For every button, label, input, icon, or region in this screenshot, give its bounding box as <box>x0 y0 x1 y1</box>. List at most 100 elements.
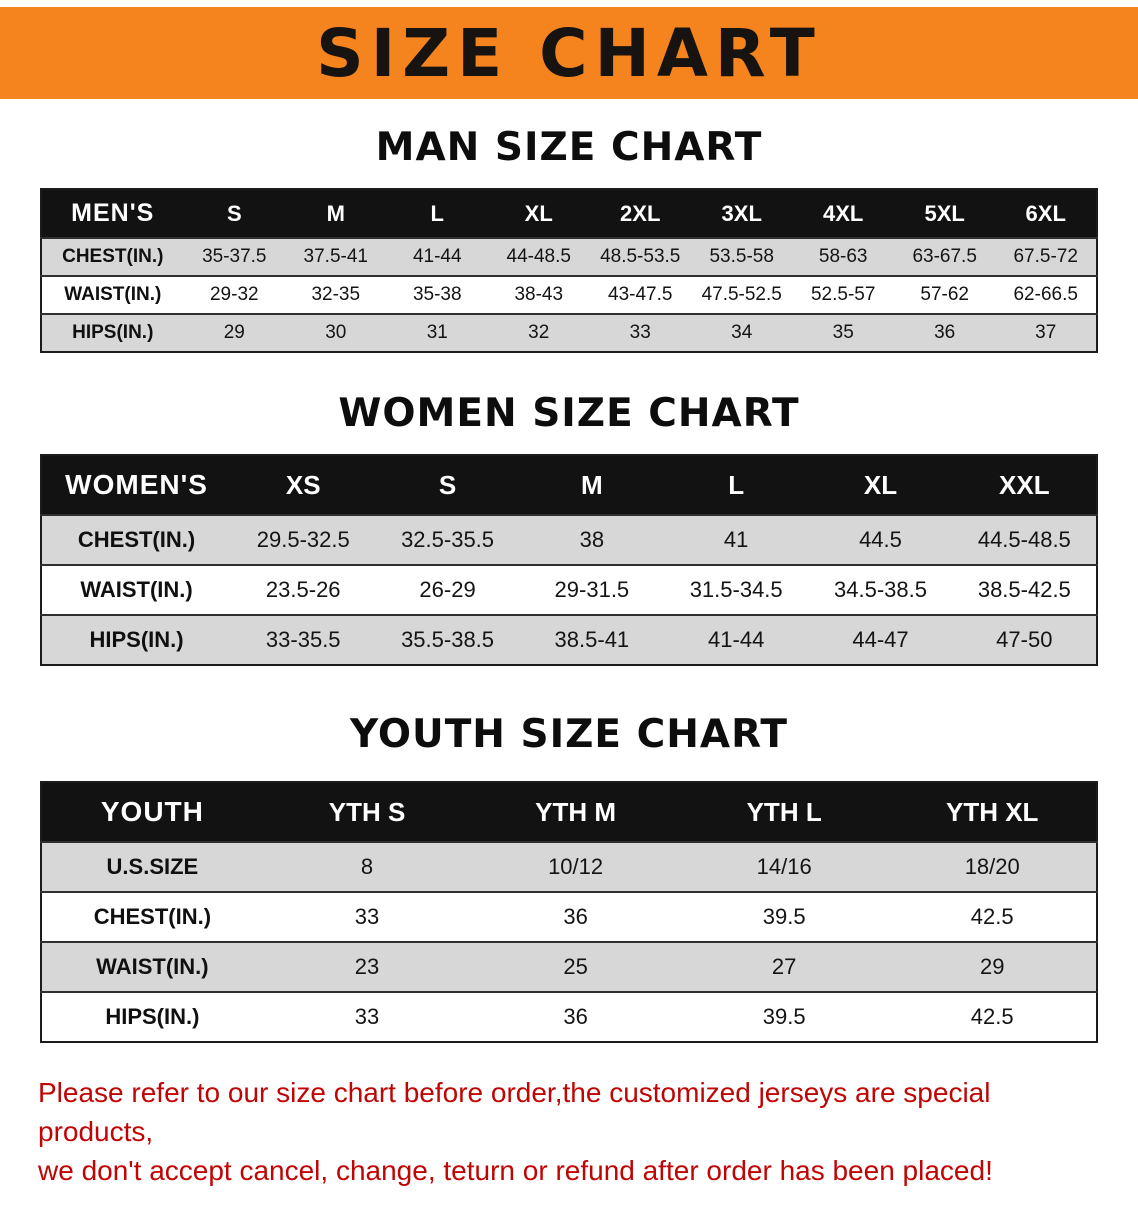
size-value-cell: 44.5 <box>859 527 902 552</box>
size-column-header: L <box>664 455 809 515</box>
size-value-cell: 41-44 <box>708 627 765 652</box>
size-value-cell: 67.5-72 <box>1013 246 1078 267</box>
size-value-cell: 29 <box>223 322 245 343</box>
size-value-cell: 39.5 <box>762 1004 806 1029</box>
size-column-header: YTH L <box>679 782 889 842</box>
size-value-cell: 34 <box>731 322 753 343</box>
row-label-cell: U.S.SIZE <box>106 854 199 879</box>
size-value-cell: 38-43 <box>514 284 564 305</box>
table-row: HIPS(IN.) 33 36 39.5 42.5 <box>41 992 1097 1042</box>
size-column-header: YTH XL <box>888 782 1097 842</box>
size-value-cell: 27 <box>771 954 797 979</box>
size-value-cell: 29-32 <box>209 284 259 305</box>
table-row: WAIST(IN.) 29-32 32-35 35-38 38-43 43-47.5 47.… <box>41 276 1097 314</box>
size-value-cell: 43-47.5 <box>608 284 673 305</box>
women-size-table: WOMEN'S XS S M L XL XXL CHEST(IN.) 29.5-32.5 32.5… <box>40 454 1098 666</box>
size-value-cell: 36 <box>563 1004 588 1029</box>
row-label-cell: HIPS(IN.) <box>89 627 184 652</box>
size-value-cell: 30 <box>325 322 347 343</box>
men-heading: MAN SIZE CHART <box>375 125 763 170</box>
size-column-header: M <box>519 455 665 515</box>
size-value-cell: 14/16 <box>756 854 812 879</box>
size-column-header: YTH S <box>262 782 472 842</box>
size-value-cell: 32 <box>528 322 550 343</box>
size-value-cell: 32-35 <box>311 284 361 305</box>
size-value-cell: 38 <box>579 527 605 552</box>
size-value-cell: 29.5-32.5 <box>256 527 350 552</box>
banner-title: SIZE CHART <box>316 14 822 92</box>
size-value-cell: 48.5-53.5 <box>600 246 681 267</box>
size-value-cell: 63-67.5 <box>912 246 977 267</box>
row-label-cell: HIPS(IN.) <box>105 1004 200 1029</box>
row-label-cell: WAIST(IN.) <box>96 954 209 979</box>
size-value-cell: 41-44 <box>412 246 462 267</box>
size-value-cell: 33 <box>354 904 380 929</box>
size-value-cell: 41 <box>723 527 749 552</box>
size-value-cell: 44-47 <box>852 627 909 652</box>
size-column-header: 6XL <box>995 189 1097 238</box>
size-value-cell: 37.5-41 <box>303 246 368 267</box>
size-value-cell: 35 <box>832 322 854 343</box>
size-value-cell: 36 <box>563 904 588 929</box>
size-column-header: 3XL <box>690 189 793 238</box>
table-header-row: WOMEN'S XS S M L XL XXL <box>41 455 1097 515</box>
table-row: CHEST(IN.) 33 36 39.5 42.5 <box>41 892 1097 942</box>
women-heading: WOMEN SIZE CHART <box>338 391 800 436</box>
size-value-cell: 47-50 <box>996 627 1053 652</box>
row-label-cell: HIPS(IN.) <box>72 322 154 343</box>
size-value-cell: 53.5-58 <box>709 246 774 267</box>
table-row: HIPS(IN.) 33-35.5 35.5-38.5 38.5-41 41-44 44-… <box>41 615 1097 665</box>
size-column-header: 4XL <box>792 189 894 238</box>
row-label-cell: WAIST(IN.) <box>64 284 162 305</box>
size-column-header: S <box>183 189 286 238</box>
size-value-cell: 23 <box>354 954 380 979</box>
size-column-header: M <box>285 189 387 238</box>
size-value-cell: 8 <box>360 854 374 879</box>
size-column-header: 5XL <box>893 189 996 238</box>
table-row: CHEST(IN.) 35-37.5 37.5-41 41-44 44-48.5 48.5… <box>41 238 1097 276</box>
size-column-header: XS <box>231 455 376 515</box>
size-value-cell: 38.5-41 <box>554 627 630 652</box>
size-value-cell: 18/20 <box>964 854 1020 879</box>
size-value-cell: 33 <box>354 1004 380 1029</box>
table-header-row: YOUTH YTH S YTH M YTH L YTH XL <box>41 782 1097 842</box>
row-label-cell: CHEST(IN.) <box>93 904 212 929</box>
youth-size-table: YOUTH YTH S YTH M YTH L YTH XL U.S.SIZE 8 10/12… <box>40 781 1098 1043</box>
size-value-cell: 44.5-48.5 <box>977 527 1071 552</box>
disclaimer-line-1: Please refer to our size chart before or… <box>38 1077 991 1148</box>
size-value-cell: 39.5 <box>762 904 806 929</box>
table-row: U.S.SIZE 8 10/12 14/16 18/20 <box>41 842 1097 892</box>
size-value-cell: 62-66.5 <box>1013 284 1078 305</box>
size-chart-page: SIZE CHART MAN SIZE CHART MEN'S S M L XL 2XL 3… <box>0 7 1138 1205</box>
size-value-cell: 29-31.5 <box>554 577 630 602</box>
table-title-cell: MEN'S <box>41 189 184 238</box>
size-value-cell: 35-37.5 <box>202 246 267 267</box>
men-section: MAN SIZE CHART MEN'S S M L XL 2XL 3XL 4XL 5XL 6XL… <box>0 125 1138 353</box>
size-value-cell: 57-62 <box>920 284 969 305</box>
size-value-cell: 42.5 <box>970 904 1014 929</box>
size-value-cell: 34.5-38.5 <box>834 577 927 602</box>
table-title-cell: YOUTH <box>41 782 263 842</box>
row-label-cell: CHEST(IN.) <box>77 527 196 552</box>
size-column-header: XL <box>488 189 590 238</box>
size-value-cell: 25 <box>563 954 588 979</box>
size-value-cell: 31 <box>426 322 448 343</box>
row-label-cell: WAIST(IN.) <box>80 577 193 602</box>
size-value-cell: 38.5-42.5 <box>977 577 1071 602</box>
size-value-cell: 33 <box>629 322 651 343</box>
size-value-cell: 58-63 <box>818 246 868 267</box>
size-value-cell: 33-35.5 <box>265 627 341 652</box>
size-value-cell: 44-48.5 <box>506 246 571 267</box>
table-header-row: MEN'S S M L XL 2XL 3XL 4XL 5XL 6XL <box>41 189 1097 238</box>
table-title-cell: WOMEN'S <box>41 455 232 515</box>
size-column-header: XL <box>808 455 953 515</box>
size-value-cell: 23.5-26 <box>265 577 341 602</box>
banner: SIZE CHART <box>0 7 1138 99</box>
size-value-cell: 31.5-34.5 <box>689 577 783 602</box>
size-value-cell: 32.5-35.5 <box>401 527 495 552</box>
size-value-cell: 26-29 <box>419 577 476 602</box>
size-column-header: XXL <box>952 455 1097 515</box>
men-size-table: MEN'S S M L XL 2XL 3XL 4XL 5XL 6XL CHEST(IN.) 35-37… <box>40 188 1098 353</box>
table-row: CHEST(IN.) 29.5-32.5 32.5-35.5 38 41 44.5 44.5… <box>41 515 1097 565</box>
women-section: WOMEN SIZE CHART WOMEN'S XS S M L XL XXL CHEST(… <box>0 391 1138 666</box>
